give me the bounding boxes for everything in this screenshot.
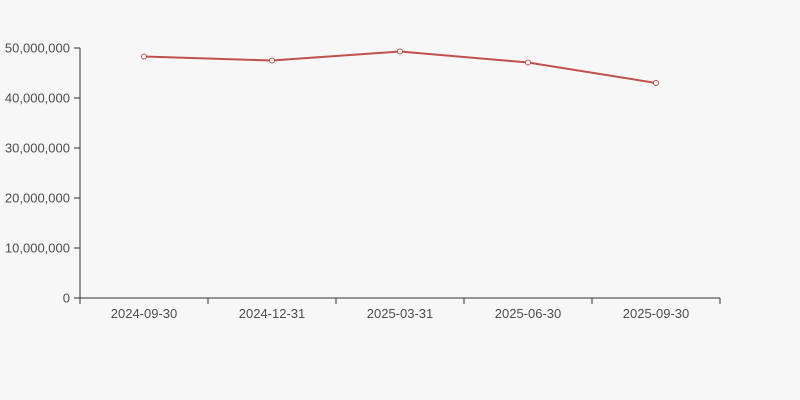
data-point-marker[interactable] — [141, 53, 147, 60]
y-axis-label: 30,000,000 — [5, 141, 70, 156]
x-axis-label: 2025-03-31 — [367, 306, 434, 321]
y-axis-label: 50,000,000 — [5, 41, 70, 56]
x-axis-label: 2025-06-30 — [495, 306, 562, 321]
y-axis-label: 0 — [63, 291, 70, 306]
y-axis-label: 40,000,000 — [5, 91, 70, 106]
x-axis-label: 2024-09-30 — [111, 306, 178, 321]
data-point-marker[interactable] — [397, 48, 403, 55]
data-point-marker[interactable] — [269, 57, 275, 64]
x-axis-label: 2024-12-31 — [239, 306, 306, 321]
x-axis-label: 2025-09-30 — [623, 306, 690, 321]
data-point-marker[interactable] — [653, 80, 659, 86]
data-point-marker[interactable] — [525, 59, 531, 66]
y-axis-label: 20,000,000 — [5, 191, 70, 206]
y-axis-label: 10,000,000 — [5, 241, 70, 256]
